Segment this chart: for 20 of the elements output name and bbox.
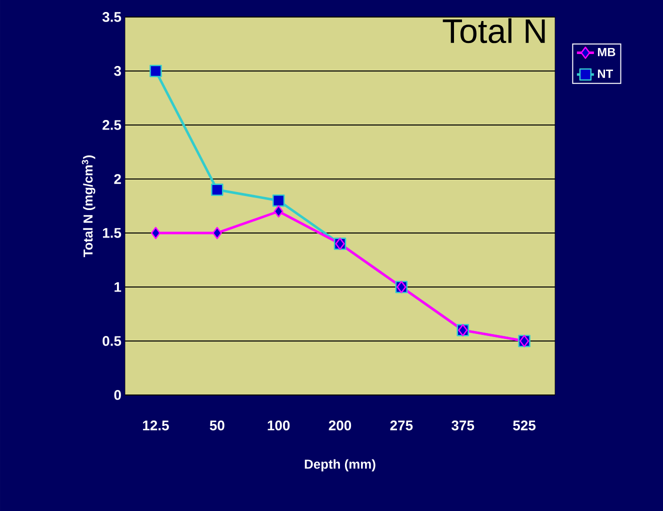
x-tick-label: 100 (268, 420, 290, 430)
y-tick-label: 1 (114, 282, 122, 292)
y-tick-label: 3 (114, 66, 121, 76)
y-tick-label: 2.5 (102, 120, 122, 130)
x-tick-label: 525 (513, 420, 536, 430)
x-tick-label: 12.5 (143, 420, 169, 430)
x-tick-label: 200 (328, 420, 352, 430)
x-tick-label: 275 (390, 420, 413, 430)
chart-title: Total N (442, 18, 545, 44)
y-tick-label: 1.5 (102, 228, 122, 238)
y-tick-label: 0 (114, 390, 121, 400)
x-axis-title: Depth (mm) (304, 459, 376, 472)
x-tick-label: 50 (210, 420, 224, 430)
y-tick-label: 2 (114, 174, 121, 184)
x-tick-label: 375 (452, 420, 474, 430)
legend-label: NT (598, 70, 613, 78)
legend-label: MB (598, 48, 616, 56)
y-tick-label: 3.5 (102, 12, 122, 22)
y-tick-label: 0.5 (102, 336, 122, 346)
y-axis-title: Total N (mg/cm$^{3}$) (82, 155, 96, 258)
